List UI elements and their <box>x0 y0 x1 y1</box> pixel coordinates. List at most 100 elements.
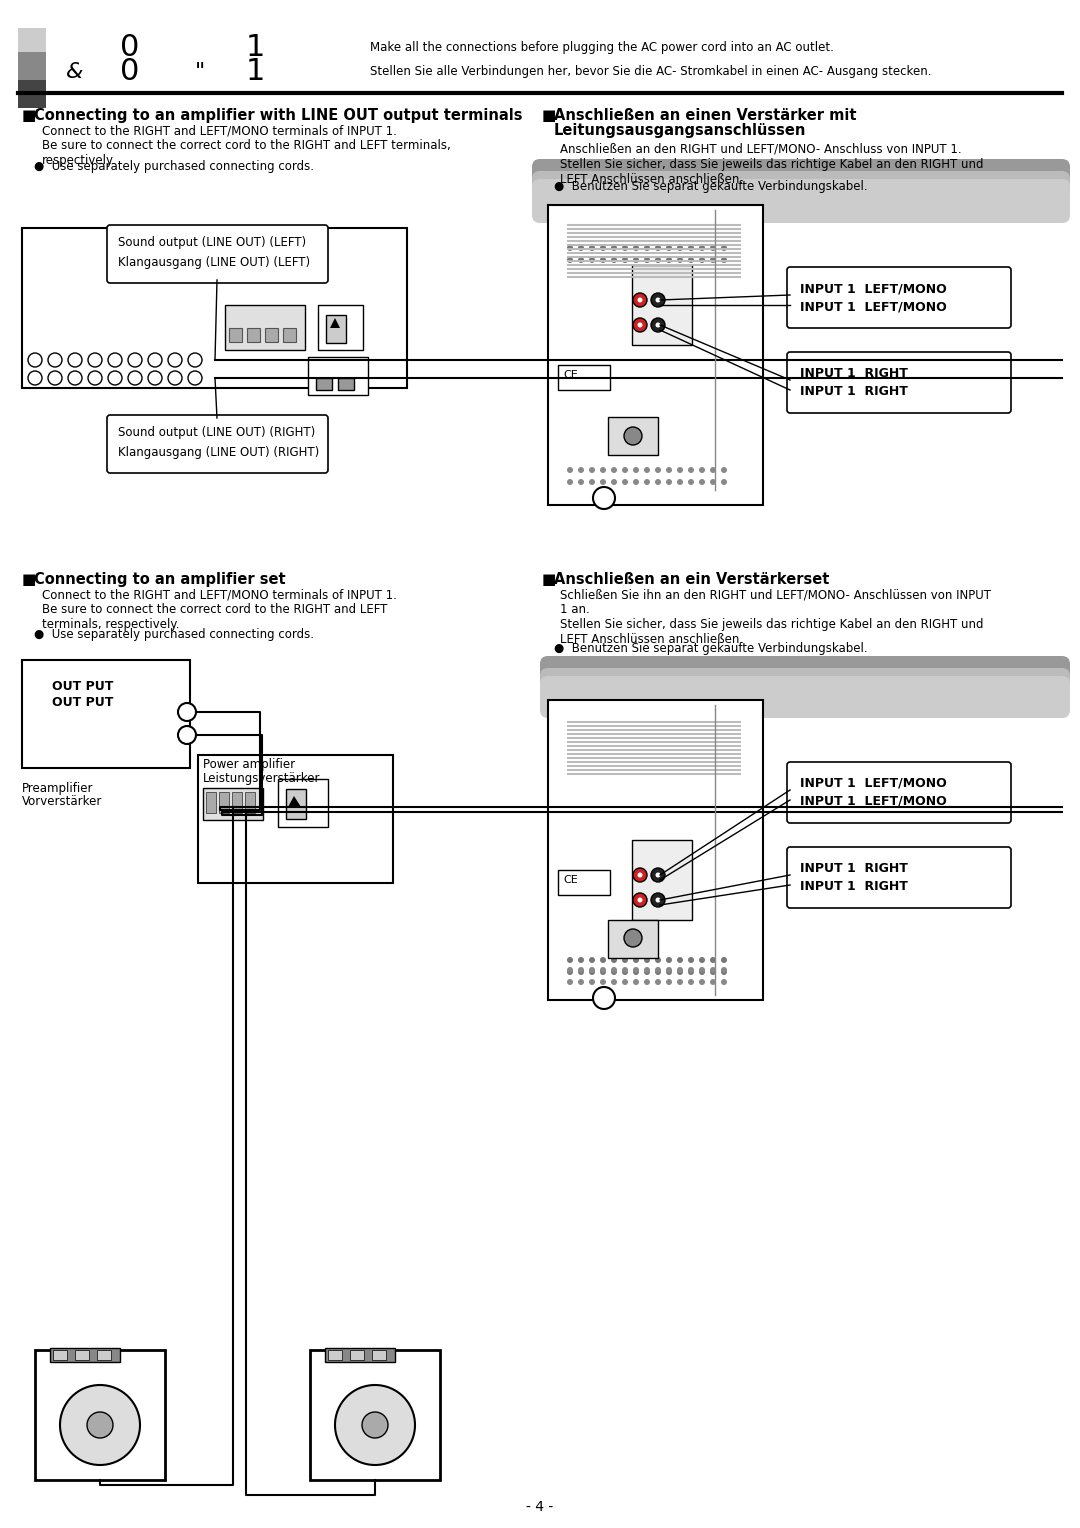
Circle shape <box>567 478 573 484</box>
Circle shape <box>611 244 617 251</box>
Text: OUT PUT: OUT PUT <box>52 695 113 709</box>
Circle shape <box>567 967 573 973</box>
Circle shape <box>721 979 727 986</box>
Text: Power amplifier: Power amplifier <box>203 758 295 772</box>
Circle shape <box>688 957 694 963</box>
Text: ●  Benutzen Sie separat gekaufte Verbindungskabel.: ● Benutzen Sie separat gekaufte Verbindu… <box>554 642 867 656</box>
Circle shape <box>654 478 661 484</box>
FancyBboxPatch shape <box>265 329 278 342</box>
Text: INPUT 1  LEFT/MONO: INPUT 1 LEFT/MONO <box>800 299 947 313</box>
Circle shape <box>633 257 639 263</box>
Circle shape <box>622 957 627 963</box>
Polygon shape <box>18 52 46 79</box>
Text: ■: ■ <box>542 571 556 587</box>
Circle shape <box>633 892 647 908</box>
Circle shape <box>710 257 716 263</box>
Circle shape <box>710 967 716 973</box>
FancyBboxPatch shape <box>787 847 1011 908</box>
Circle shape <box>699 967 705 973</box>
FancyBboxPatch shape <box>229 329 242 342</box>
FancyBboxPatch shape <box>532 171 1070 219</box>
Circle shape <box>600 967 606 973</box>
Circle shape <box>710 979 716 986</box>
Circle shape <box>589 957 595 963</box>
FancyBboxPatch shape <box>540 675 1070 718</box>
Text: CE: CE <box>563 876 578 885</box>
Circle shape <box>624 929 642 947</box>
Circle shape <box>654 969 661 975</box>
Circle shape <box>624 426 642 445</box>
FancyBboxPatch shape <box>608 920 658 958</box>
Circle shape <box>578 957 584 963</box>
Circle shape <box>677 957 683 963</box>
Text: 1: 1 <box>245 58 265 87</box>
Circle shape <box>600 468 606 474</box>
Circle shape <box>688 478 694 484</box>
Circle shape <box>644 979 650 986</box>
Text: Stellen Sie alle Verbindungen her, bevor Sie die AC- Stromkabel in einen AC- Aus: Stellen Sie alle Verbindungen her, bevor… <box>370 66 931 78</box>
Circle shape <box>567 468 573 474</box>
Text: Connecting to an amplifier set: Connecting to an amplifier set <box>33 571 285 587</box>
Circle shape <box>611 969 617 975</box>
Circle shape <box>654 244 661 251</box>
Circle shape <box>578 969 584 975</box>
Circle shape <box>699 244 705 251</box>
FancyBboxPatch shape <box>53 1351 67 1360</box>
Circle shape <box>633 868 647 882</box>
Text: ●  Benutzen Sie separat gekaufte Verbindungskabel.: ● Benutzen Sie separat gekaufte Verbindu… <box>554 180 867 193</box>
Circle shape <box>699 478 705 484</box>
Circle shape <box>666 979 672 986</box>
FancyBboxPatch shape <box>328 1351 342 1360</box>
Text: ■: ■ <box>542 108 556 122</box>
Circle shape <box>633 244 639 251</box>
Text: INPUT 1  LEFT/MONO: INPUT 1 LEFT/MONO <box>800 795 947 808</box>
Circle shape <box>622 979 627 986</box>
Circle shape <box>589 979 595 986</box>
Circle shape <box>721 478 727 484</box>
Circle shape <box>633 318 647 332</box>
Circle shape <box>644 257 650 263</box>
FancyBboxPatch shape <box>50 1348 120 1361</box>
Circle shape <box>710 969 716 975</box>
Text: INPUT 1  RIGHT: INPUT 1 RIGHT <box>800 385 908 397</box>
Circle shape <box>362 1412 388 1438</box>
Circle shape <box>637 872 643 877</box>
Circle shape <box>578 468 584 474</box>
Text: Leitungsausgangsanschlüssen: Leitungsausgangsanschlüssen <box>554 122 807 138</box>
Circle shape <box>699 257 705 263</box>
FancyBboxPatch shape <box>558 869 610 895</box>
Circle shape <box>600 257 606 263</box>
Circle shape <box>589 478 595 484</box>
Circle shape <box>710 468 716 474</box>
Circle shape <box>60 1384 140 1465</box>
Circle shape <box>666 957 672 963</box>
Circle shape <box>666 969 672 975</box>
Text: Connecting to an amplifier with LINE OUT output terminals: Connecting to an amplifier with LINE OUT… <box>33 108 523 122</box>
Circle shape <box>567 257 573 263</box>
Circle shape <box>633 957 639 963</box>
Text: Schließen Sie ihn an den RIGHT und LEFT/MONO- Anschlüssen von INPUT
1 an.
Stelle: Schließen Sie ihn an den RIGHT und LEFT/… <box>561 588 991 646</box>
FancyBboxPatch shape <box>532 159 1070 212</box>
Circle shape <box>578 257 584 263</box>
Circle shape <box>600 969 606 975</box>
Circle shape <box>611 957 617 963</box>
Circle shape <box>654 967 661 973</box>
Circle shape <box>589 257 595 263</box>
FancyBboxPatch shape <box>286 788 306 819</box>
Circle shape <box>688 257 694 263</box>
Circle shape <box>622 478 627 484</box>
Circle shape <box>654 468 661 474</box>
Circle shape <box>593 487 615 509</box>
Circle shape <box>677 979 683 986</box>
Circle shape <box>656 872 661 877</box>
FancyBboxPatch shape <box>35 1351 165 1481</box>
Circle shape <box>633 969 639 975</box>
Circle shape <box>633 478 639 484</box>
Circle shape <box>677 478 683 484</box>
Text: Anschließen an den RIGHT und LEFT/MONO- Anschluss von INPUT 1.
Stellen Sie siche: Anschließen an den RIGHT und LEFT/MONO- … <box>561 144 984 186</box>
Circle shape <box>666 468 672 474</box>
Text: CE: CE <box>563 370 578 380</box>
Text: ●  Use separately purchased connecting cords.: ● Use separately purchased connecting co… <box>33 160 314 173</box>
Circle shape <box>677 244 683 251</box>
Circle shape <box>593 987 615 1008</box>
